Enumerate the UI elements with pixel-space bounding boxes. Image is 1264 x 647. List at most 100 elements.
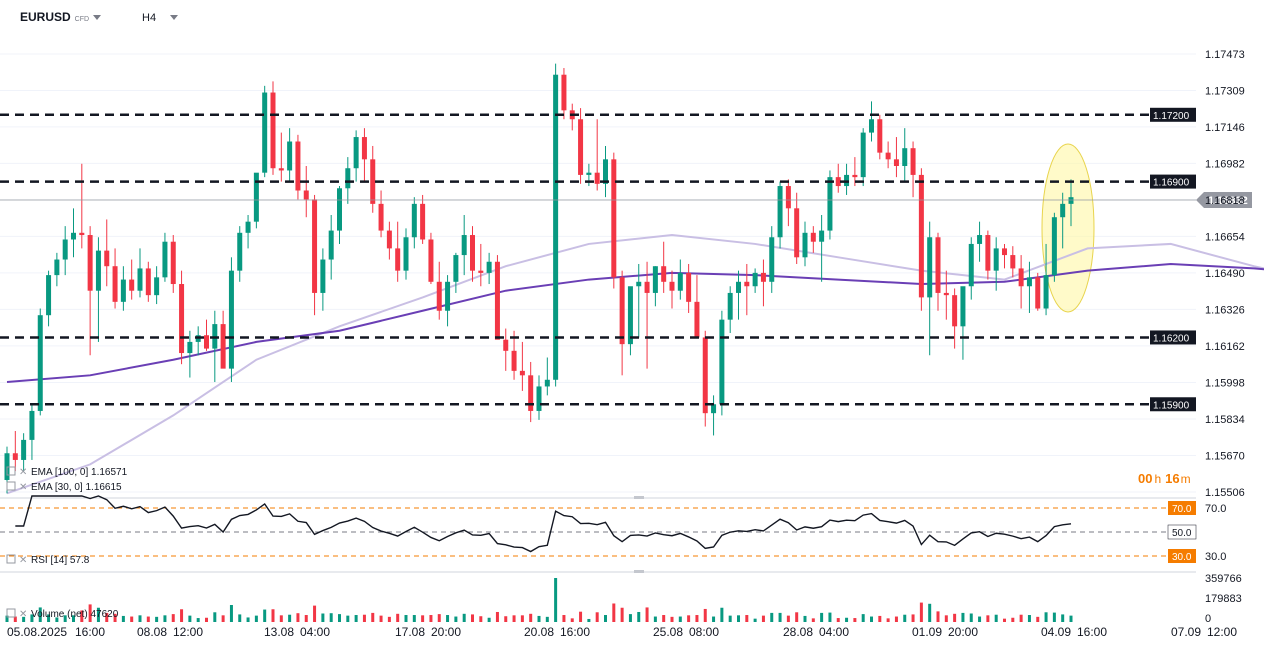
candle-body — [179, 284, 185, 354]
volume-bar — [1027, 615, 1031, 622]
volume-bar — [329, 613, 333, 622]
candle — [129, 259, 135, 300]
volume-bar — [313, 605, 317, 622]
candle-body — [819, 230, 825, 242]
candle — [544, 357, 550, 396]
current-price-label: 1.16832 — [1208, 195, 1248, 207]
candle — [461, 214, 467, 276]
close-icon[interactable]: ✕ — [19, 482, 27, 493]
candle-body — [62, 239, 68, 260]
volume-bar — [662, 615, 666, 622]
candle-body — [619, 277, 625, 345]
candle-body — [1043, 275, 1049, 309]
candle-body — [1002, 248, 1007, 256]
candle-body — [686, 272, 692, 302]
candle-body — [711, 404, 717, 414]
candle-body — [977, 235, 983, 244]
candle-body — [910, 148, 916, 175]
time-label: 07.09 — [1171, 625, 1201, 639]
candle-body — [744, 281, 750, 287]
candle — [278, 132, 284, 182]
time-label: 17.08 — [395, 625, 425, 639]
volume-axis-mid: 179883 — [1205, 593, 1242, 605]
candle — [71, 208, 76, 258]
volume-bar — [828, 612, 832, 622]
candle — [810, 226, 816, 253]
candle-body — [337, 188, 342, 231]
candle-body — [37, 315, 43, 411]
candle — [661, 241, 667, 293]
candle — [411, 197, 417, 249]
candle-body — [170, 241, 176, 285]
volume-bar — [953, 613, 957, 622]
candle-body — [428, 239, 434, 282]
volume-bar — [47, 614, 51, 622]
level-tag — [1150, 397, 1196, 412]
timeframe-chevron-down-icon[interactable] — [170, 15, 178, 20]
candle — [744, 263, 750, 316]
volume-bar — [304, 615, 308, 622]
candle — [985, 230, 991, 280]
close-icon[interactable]: ✕ — [19, 609, 27, 620]
close-icon[interactable]: ✕ — [19, 467, 27, 478]
ema100-legend[interactable]: ✕ EMA [100, 0] 1.16571 — [6, 466, 128, 478]
candle-body — [677, 272, 683, 291]
timeframe-selector[interactable]: H4 — [142, 12, 157, 24]
volume-bar — [163, 615, 167, 622]
pane-resize-handle[interactable] — [634, 496, 644, 499]
volume-bar — [1011, 617, 1015, 622]
indicator-settings-icon[interactable] — [6, 608, 16, 618]
volume-axis-max: 359766 — [1205, 573, 1242, 585]
indicator-settings-icon[interactable] — [6, 481, 16, 491]
volume-bar — [238, 614, 242, 622]
ema30-legend[interactable]: ✕ EMA [30, 0] 1.16615 — [6, 481, 122, 493]
candle — [1051, 212, 1057, 282]
candle — [245, 214, 251, 249]
symbol-chevron-down-icon[interactable] — [93, 15, 101, 20]
candle — [669, 270, 675, 309]
candle — [428, 232, 434, 285]
indicator-settings-icon[interactable] — [6, 466, 16, 476]
candle — [918, 168, 924, 311]
volume-bar — [1052, 612, 1056, 622]
level-tag — [1150, 107, 1196, 122]
indicator-settings-icon[interactable] — [6, 554, 16, 564]
symbol-name: EURUSD — [20, 10, 71, 24]
candle-body — [29, 410, 35, 440]
candle — [603, 145, 608, 198]
candle-body — [636, 281, 642, 287]
candle — [370, 145, 376, 213]
candle — [719, 310, 725, 416]
candle-body — [154, 277, 160, 296]
volume-bar — [229, 605, 233, 622]
price-tick-label: 1.17473 — [1205, 49, 1245, 61]
candle — [453, 252, 459, 293]
volume-bar — [462, 613, 466, 622]
candle — [162, 232, 168, 282]
candle-body — [187, 341, 193, 354]
volume-bar — [961, 612, 965, 622]
volume-bar — [379, 615, 383, 622]
volume-bar — [695, 615, 699, 622]
volume-bar — [886, 618, 890, 622]
volume-bar — [836, 618, 840, 622]
candle-body — [669, 281, 675, 291]
price-tick-label: 1.17146 — [1205, 122, 1245, 134]
close-icon[interactable]: ✕ — [19, 555, 27, 566]
volume-bar — [670, 616, 674, 622]
candle — [1018, 255, 1024, 309]
candle — [952, 288, 958, 349]
candle — [777, 181, 783, 249]
candle — [977, 221, 983, 262]
candle-body — [21, 439, 27, 460]
candle — [1010, 246, 1016, 278]
candle-body — [237, 232, 243, 271]
candle — [220, 310, 226, 369]
candle-body — [370, 159, 376, 204]
symbol-selector[interactable]: EURUSD CFD — [20, 10, 89, 24]
candle — [769, 226, 775, 293]
pane-resize-handle[interactable] — [634, 570, 644, 573]
candle-body — [802, 232, 808, 258]
candle — [844, 163, 850, 195]
